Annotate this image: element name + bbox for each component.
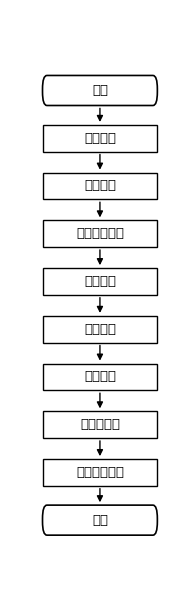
FancyBboxPatch shape: [43, 268, 157, 295]
Text: 结束: 结束: [92, 514, 108, 527]
FancyBboxPatch shape: [43, 220, 157, 247]
Text: 网格剖分: 网格剖分: [84, 323, 116, 335]
FancyBboxPatch shape: [43, 316, 157, 343]
Text: 开始: 开始: [92, 84, 108, 97]
FancyBboxPatch shape: [43, 76, 157, 106]
Text: 网格归并: 网格归并: [84, 370, 116, 383]
FancyBboxPatch shape: [43, 505, 157, 535]
Text: 输出节点坐标: 输出节点坐标: [76, 466, 124, 479]
FancyBboxPatch shape: [43, 173, 157, 199]
Text: 河道分割: 河道分割: [84, 179, 116, 193]
FancyBboxPatch shape: [43, 411, 157, 438]
Text: 网格正交化: 网格正交化: [80, 418, 120, 431]
Text: 网格间距计算: 网格间距计算: [76, 227, 124, 240]
Text: 数据读取: 数据读取: [84, 132, 116, 145]
FancyBboxPatch shape: [43, 459, 157, 486]
FancyBboxPatch shape: [43, 364, 157, 391]
Text: 内插网点: 内插网点: [84, 275, 116, 288]
FancyBboxPatch shape: [43, 125, 157, 152]
